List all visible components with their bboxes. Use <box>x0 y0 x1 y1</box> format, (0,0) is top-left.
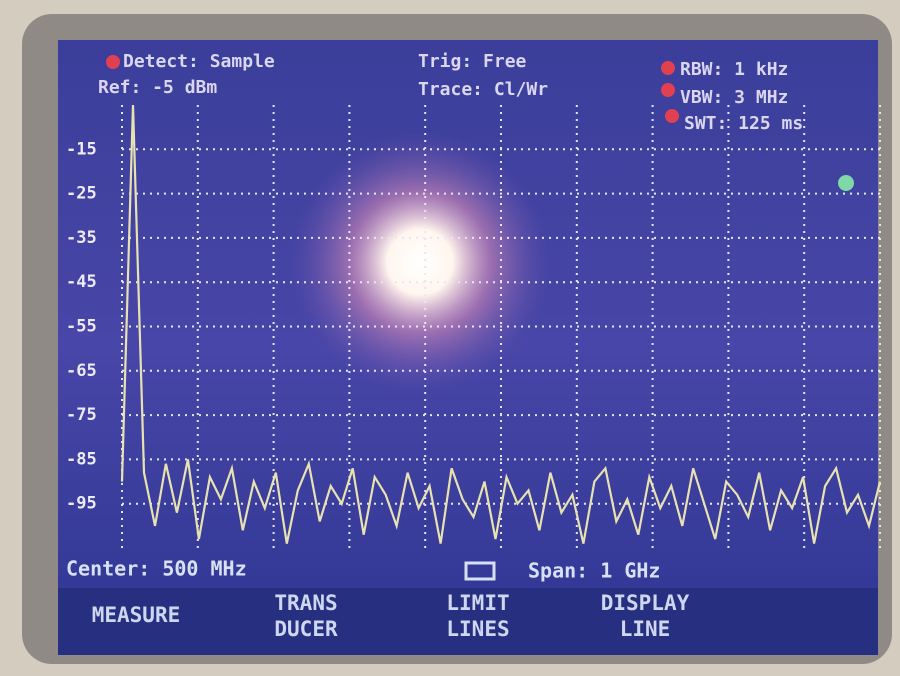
reflection <box>290 132 550 392</box>
marker-dot <box>838 175 854 191</box>
y-tick-label: -45 <box>66 272 97 292</box>
indicator <box>665 109 679 123</box>
span: Span: 1 GHz <box>528 559 660 583</box>
y-tick-label: -75 <box>66 405 97 425</box>
softkey-label[interactable]: MEASURE <box>92 603 181 627</box>
y-tick-label: -15 <box>66 139 97 159</box>
y-tick-label: -35 <box>66 228 97 248</box>
trace-mode: Trace: Cl/Wr <box>418 79 548 100</box>
y-tick-label: -55 <box>66 317 97 337</box>
softkey-label[interactable]: TRANS <box>274 591 337 615</box>
vbw: VBW: 3 MHz <box>680 87 788 108</box>
trigger: Trig: Free <box>418 51 527 72</box>
rbw: RBW: 1 kHz <box>680 59 788 80</box>
softkey-label[interactable]: DUCER <box>274 617 338 641</box>
y-tick-label: -65 <box>66 361 97 381</box>
softkey-label[interactable]: LIMIT <box>446 591 509 615</box>
softkey-label[interactable]: DISPLAY <box>601 591 690 615</box>
y-tick-label: -85 <box>66 449 97 469</box>
indicator <box>661 61 675 75</box>
device-photo: Detect: Sample Ref: -5 dBm Trig: Free Tr… <box>0 0 900 676</box>
ref-level: Ref: -5 dBm <box>98 77 217 98</box>
sweep-time: SWT: 125 ms <box>684 113 803 134</box>
y-tick-label: -25 <box>66 184 97 204</box>
indicator <box>106 55 120 69</box>
detect: Detect: Sample <box>123 51 275 72</box>
y-tick-label: -95 <box>66 494 97 514</box>
center-frequency: Center: 500 MHz <box>66 557 247 581</box>
indicator <box>661 83 675 97</box>
softkey-label[interactable]: LINES <box>446 617 509 641</box>
softkey-label[interactable]: LINE <box>620 617 671 641</box>
